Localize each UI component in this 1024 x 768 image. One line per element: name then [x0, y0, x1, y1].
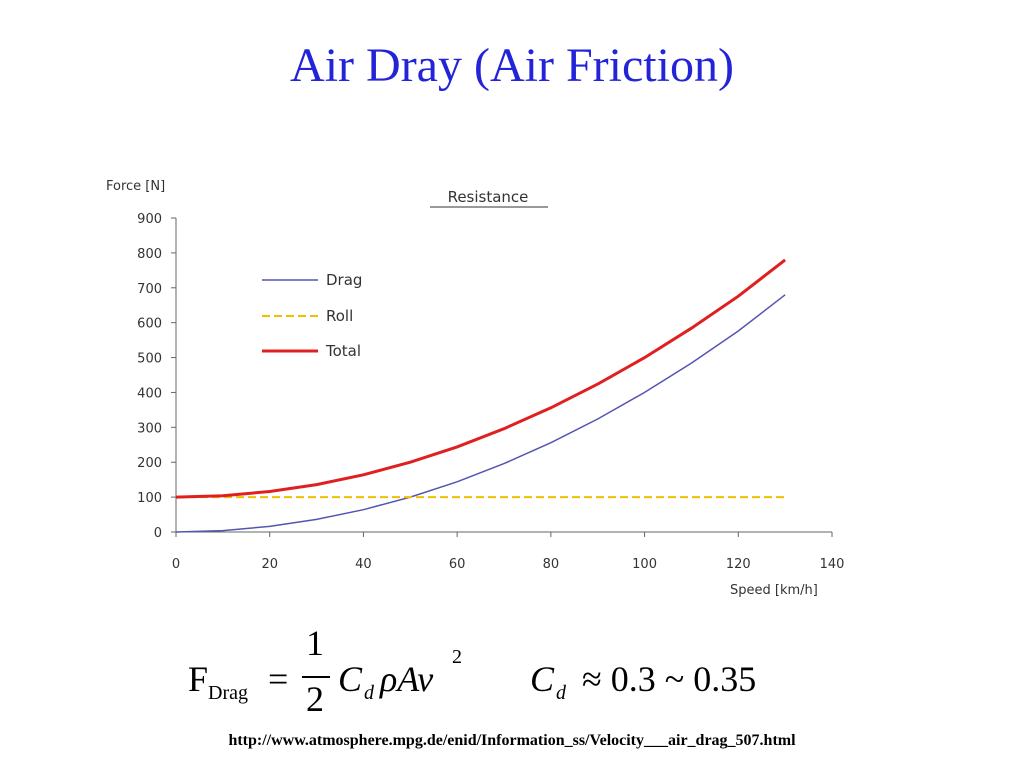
- formula-drag-coefficient: C: [338, 659, 363, 699]
- x-tick-label: 100: [632, 557, 657, 572]
- formula-equals: =: [268, 659, 289, 699]
- x-tick-label: 120: [726, 557, 751, 572]
- series-lines: [175, 258, 787, 533]
- formula-force-subscript: Drag: [208, 682, 248, 704]
- formula-fraction-numerator: 1: [306, 623, 324, 663]
- y-tick-label: 100: [137, 491, 162, 506]
- source-url: http://www.atmosphere.mpg.de/enid/Inform…: [228, 732, 796, 749]
- chart-title: Resistance: [448, 188, 529, 206]
- y-tick-label: 600: [137, 317, 162, 332]
- formula-fraction-bar: [302, 676, 330, 678]
- y-tick-label: 700: [137, 282, 162, 297]
- legend-label-total: Total: [325, 342, 361, 360]
- formula-drag-coefficient-subscript: d: [364, 682, 374, 704]
- x-tick-label: 60: [449, 557, 466, 572]
- series-line-drag: [175, 294, 786, 533]
- x-tick-label: 80: [543, 557, 560, 572]
- formula-cd-range: ≈ 0.3 ~ 0.35: [582, 659, 757, 699]
- formula-cd-value-symbol: C: [530, 659, 555, 699]
- x-tick-label: 0: [172, 557, 180, 572]
- y-tick-label: 0: [154, 526, 162, 541]
- y-tick-label: 400: [137, 386, 162, 401]
- drag-formula: F Drag = 1 2 C d ρAv 2 C d ≈ 0.3 ~ 0.35: [0, 620, 1024, 730]
- x-tick-label: 20: [261, 557, 278, 572]
- resistance-chart: 0 100 200 300 400 500 600 700 800 900 0 20 40 60 80 10…: [106, 179, 845, 598]
- x-axis: 0 20 40 60 80 100 120 140: [172, 531, 845, 572]
- formula-rho-area-velocity: ρAv: [380, 659, 434, 699]
- y-tick-label: 300: [137, 421, 162, 436]
- legend: Drag Roll Total: [262, 271, 362, 360]
- formula-cd-value-subscript: d: [556, 682, 566, 704]
- formula-exponent: 2: [452, 646, 462, 668]
- y-tick-label: 800: [137, 247, 162, 262]
- y-tick-label: 900: [137, 212, 162, 227]
- formula-fraction-denominator: 2: [306, 679, 324, 719]
- y-tick-label: 200: [137, 456, 162, 471]
- x-axis-label: Speed [km/h]: [730, 583, 818, 598]
- x-tick-label: 40: [355, 557, 372, 572]
- slide-title: Air Dray (Air Friction): [290, 39, 734, 92]
- x-tick-label: 140: [820, 557, 845, 572]
- series-line-total: [175, 258, 787, 499]
- y-tick-label: 500: [137, 352, 162, 367]
- y-axis-label: Force [N]: [106, 179, 165, 194]
- legend-label-roll: Roll: [326, 307, 353, 325]
- y-axis: 0 100 200 300 400 500 600 700 800 900: [137, 212, 177, 541]
- legend-label-drag: Drag: [326, 271, 362, 289]
- formula-force: F: [188, 659, 209, 699]
